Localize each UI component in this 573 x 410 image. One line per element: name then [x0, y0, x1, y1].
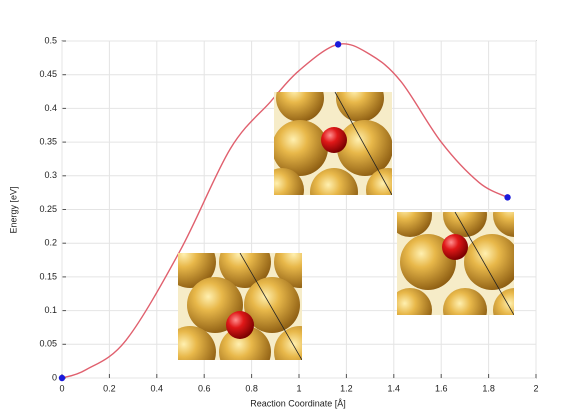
y-tick-label: 0.2 [44, 238, 57, 248]
y-tick-label: 0.35 [39, 136, 57, 146]
series [58, 41, 511, 382]
data-point [504, 194, 511, 201]
energy-curve [61, 43, 508, 379]
y-axis-label: Energy [eV] [8, 186, 18, 233]
y-tick-label: 0.45 [39, 69, 57, 79]
x-tick-label: 0.8 [245, 383, 258, 393]
x-tick-label: 0 [59, 383, 64, 393]
x-tick-label: 1 [296, 383, 301, 393]
x-tick-label: 1.8 [482, 383, 495, 393]
x-tick-label: 1.4 [388, 383, 401, 393]
inset-initial [178, 253, 302, 360]
y-tick-label: 0 [52, 372, 57, 382]
y-tick-label: 0.05 [39, 339, 57, 349]
x-tick-label: 2 [533, 383, 538, 393]
y-tick-label: 0.3 [44, 170, 57, 180]
x-tick-label: 1.2 [340, 383, 353, 393]
inset-final [397, 212, 514, 315]
x-tick-label: 0.6 [198, 383, 211, 393]
x-axis-label: Reaction Coordinate [Å] [250, 398, 346, 408]
x-tick-label: 0.2 [103, 383, 116, 393]
x-tick-label: 1.6 [435, 383, 448, 393]
data-point [334, 41, 342, 48]
y-tick-label: 0.1 [44, 305, 57, 315]
x-tick-label: 0.4 [151, 383, 164, 393]
y-tick-label: 0.25 [39, 204, 57, 214]
y-tick-label: 0.5 [44, 35, 57, 45]
y-tick-label: 0.15 [39, 271, 57, 281]
y-tick-label: 0.4 [44, 103, 57, 113]
data-point [58, 374, 66, 382]
inset-transition [274, 92, 392, 195]
